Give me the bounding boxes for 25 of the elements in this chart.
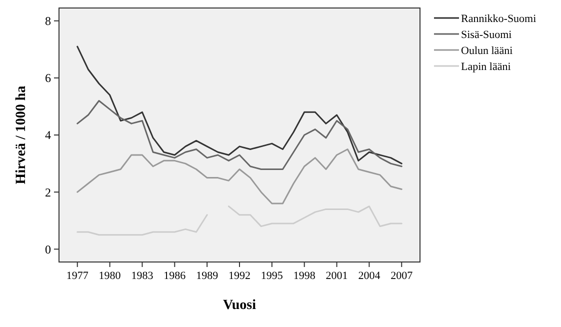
legend-label: Sisä-Suomi [461,28,512,41]
x-tick-label: 2004 [358,270,381,282]
y-tick-label: 8 [45,14,51,28]
legend-label: Oulun lääni [461,44,513,57]
y-axis-title: Hirveä / 1000 ha [14,86,29,184]
x-tick-label: 1977 [66,270,89,282]
line-series [76,148,402,204]
line-series [76,46,402,164]
x-tick-label: 2001 [326,270,348,282]
y-tick-label: 0 [45,242,51,256]
line-series [76,100,402,170]
x-tick-label: 1980 [98,270,122,282]
x-tick-label: 1998 [293,270,316,282]
x-tick-label: 1986 [164,270,186,282]
legend-label: Rannikko-Suomi [461,12,536,25]
x-axis-title: Vuosi [223,298,256,313]
y-tick-label: 2 [45,185,51,200]
x-tick-label: 1995 [260,270,284,282]
x-tick-label: 1983 [131,270,154,282]
legend-label: Lapin lääni [461,60,511,73]
x-tick-label: 1989 [196,270,219,282]
y-tick-label: 4 [45,128,51,142]
x-tick-label: 1992 [228,270,250,282]
y-tick-label: 6 [45,71,51,86]
x-tick-label: 2007 [390,270,414,282]
